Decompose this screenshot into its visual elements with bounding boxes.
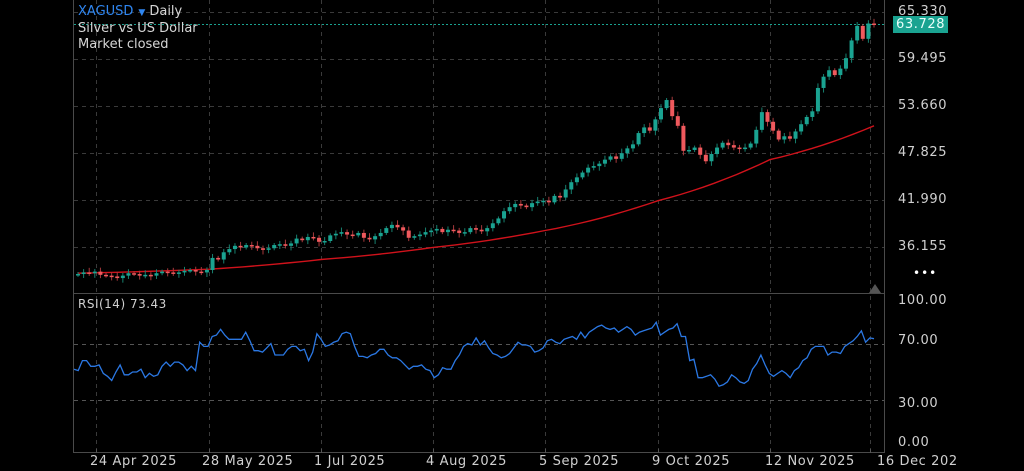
rsi-axis-label: 70.00 (898, 333, 939, 348)
market-status: Market closed (78, 37, 169, 52)
x-axis-label: 16 Dec 202 (877, 454, 958, 469)
rsi-axis-label: 0.00 (898, 435, 930, 450)
symbol-selector[interactable]: XAGUSD (78, 4, 134, 19)
x-axis-ticks (96, 449, 871, 453)
rsi-axis-label: 100.00 (898, 293, 948, 308)
panel-resize-handle-icon[interactable] (869, 284, 881, 293)
moving-average-line (77, 125, 875, 274)
price-axis-label: 47.825 (898, 145, 948, 160)
price-axis-label: 53.660 (898, 98, 948, 113)
candlestick-series (76, 18, 876, 283)
price-axis-label: 65.330 (898, 4, 948, 19)
price-axis-label: 59.495 (898, 51, 948, 66)
panel-frame (73, 0, 885, 453)
chart-legend: XAGUSD ▼ Daily Silver vs US Dollar Market … (78, 4, 198, 53)
more-dots-icon[interactable]: ••• (913, 266, 938, 280)
x-axis-label: 28 May 2025 (202, 454, 294, 469)
x-axis-label: 5 Sep 2025 (539, 454, 620, 469)
price-axis-label: 41.990 (898, 192, 948, 207)
symbol-description: Silver vs US Dollar (78, 21, 198, 36)
x-axis-label: 9 Oct 2025 (652, 454, 731, 469)
grid-lines (74, 0, 884, 453)
last-price-badge: 63.728 (893, 16, 949, 33)
rsi-axis-label: 30.00 (898, 396, 939, 411)
x-axis-label: 12 Nov 2025 (765, 454, 855, 469)
price-axis-label: 36.155 (898, 239, 948, 254)
caret-down-icon[interactable]: ▼ (138, 8, 146, 18)
x-axis-label: 1 Jul 2025 (314, 454, 386, 469)
x-axis-label: 24 Apr 2025 (90, 454, 177, 469)
rsi-line (73, 320, 875, 387)
x-axis-label: 4 Aug 2025 (426, 454, 508, 469)
timeframe-label[interactable]: Daily (149, 4, 183, 19)
rsi-indicator-label[interactable]: RSI(14) 73.43 (78, 297, 167, 311)
